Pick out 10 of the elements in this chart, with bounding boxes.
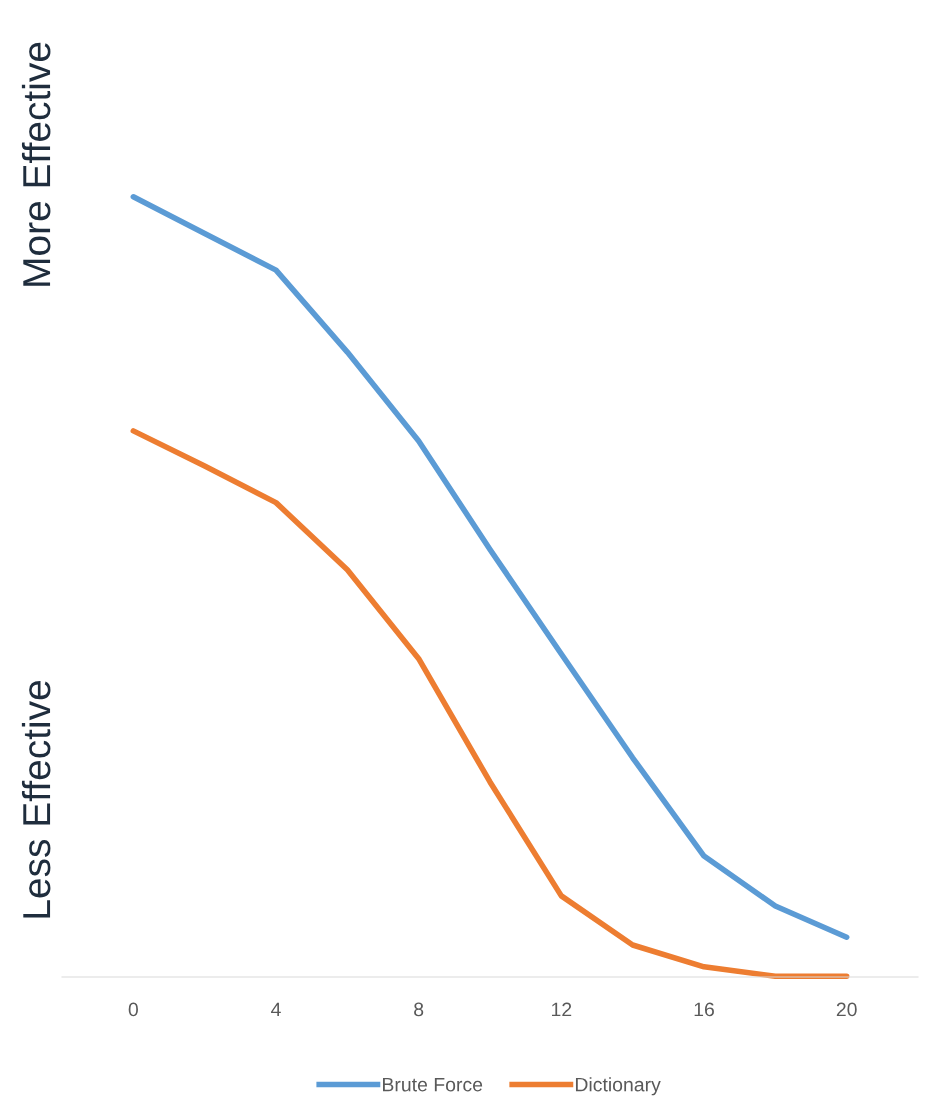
x-tick-label: 20	[836, 1002, 857, 1017]
x-tick-label: 8	[414, 1002, 424, 1017]
x-tick-label: 12	[552, 1002, 572, 1017]
x-tick-label: 0	[128, 1002, 138, 1017]
x-tick-label: 16	[694, 1002, 714, 1017]
legend-label: Dictionary	[575, 1077, 661, 1096]
legend-label: Brute Force	[383, 1077, 483, 1092]
x-tick-label: 4	[271, 1002, 281, 1017]
text: Less Effective	[21, 681, 51, 918]
text: More Effective	[21, 42, 51, 286]
